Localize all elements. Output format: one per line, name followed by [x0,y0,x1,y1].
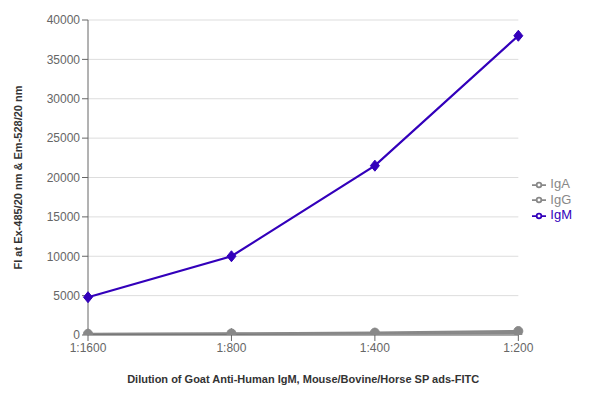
svg-text:5000: 5000 [53,289,80,303]
svg-text:FI at Ex-485/20 nm & Em-528/20: FI at Ex-485/20 nm & Em-528/20 nm [12,85,24,269]
html-text:IgM: IgM [550,207,572,223]
svg-text:1:800: 1:800 [216,341,246,355]
svg-text:1:400: 1:400 [360,341,390,355]
svg-text:15000: 15000 [47,210,81,224]
svg-text:10000: 10000 [47,250,81,264]
svg-text:35000: 35000 [47,53,81,67]
svg-text:1:1600: 1:1600 [70,341,107,355]
svg-text:40000: 40000 [47,13,81,27]
svg-text:30000: 30000 [47,92,81,106]
html-text:IgG: IgG [550,191,572,207]
html-text:IgA: IgA [550,176,570,192]
svg-text:25000: 25000 [47,131,81,145]
svg-text:Dilution of Goat Anti-Human Ig: Dilution of Goat Anti-Human IgM, Mouse/B… [127,373,479,385]
svg-text:20000: 20000 [47,171,81,185]
svg-text:1:200: 1:200 [503,341,533,355]
svg-text:0: 0 [73,328,80,342]
